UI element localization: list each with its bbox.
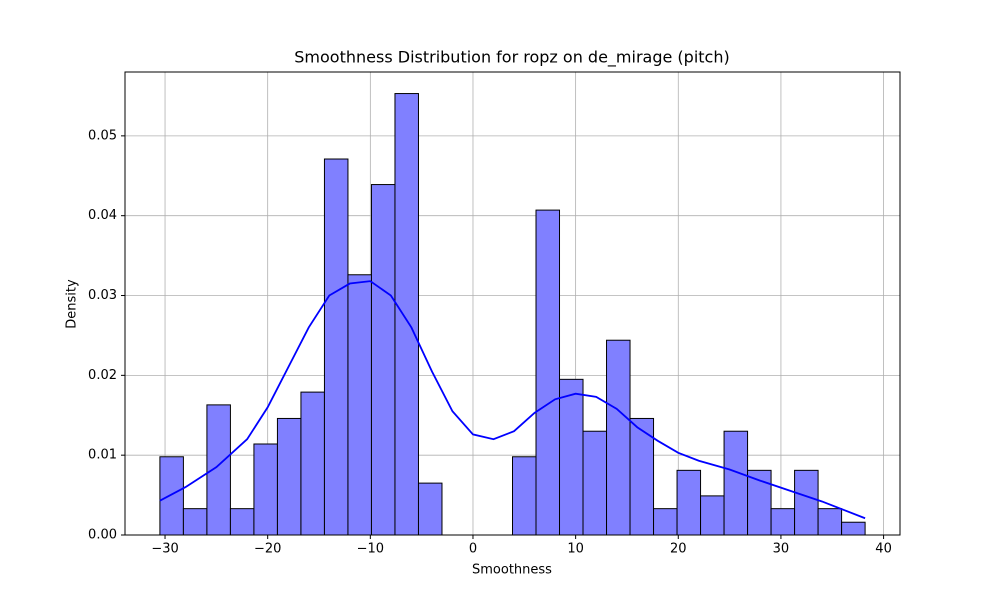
chart-title: Smoothness Distribution for ropz on de_m… [294,48,729,68]
histogram-bar [606,339,631,536]
histogram-bar [417,482,443,536]
histogram-bar [817,508,843,536]
kde-line [159,280,866,520]
histogram-bar [300,391,325,536]
histogram-bar [653,508,678,536]
x-tick-label: 20 [670,542,687,557]
histogram-bar [770,508,796,536]
y-tick-label: 0.03 [88,288,117,303]
histogram-bar [535,209,561,536]
x-tick-label: −10 [357,542,384,557]
histogram-bar [229,508,255,536]
plot-frame [124,71,901,536]
x-tick-label: 10 [567,542,584,557]
histogram-bar [370,184,396,536]
x-tick-label: 0 [469,542,477,557]
x-tick-label: 30 [773,542,790,557]
histogram-bar [794,469,819,536]
x-tick-label: −20 [254,542,281,557]
y-tick-label: 0.05 [88,128,117,143]
x-axis-label: Smoothness [472,563,552,578]
histogram-bar [159,456,184,536]
histogram-bar [276,417,302,536]
x-tick-label: 40 [875,542,892,557]
histogram-bar [676,469,702,536]
histogram-bar [253,443,278,536]
histogram-bar [512,456,537,536]
histogram-bar [347,274,372,536]
y-axis-label: Density [65,279,80,329]
histogram-bar [559,378,584,536]
y-tick-label: 0.00 [88,528,117,543]
x-tick-label: −30 [151,542,178,557]
histogram-bar [582,430,608,536]
histogram-bar [182,508,208,536]
histogram-bar [723,430,749,536]
y-tick-label: 0.04 [88,208,117,223]
histogram-bar [394,93,419,536]
y-tick-label: 0.01 [88,448,117,463]
histogram-bar [700,495,725,536]
histogram-bar [323,158,349,536]
histogram-bar [841,521,866,536]
y-tick-label: 0.02 [88,368,117,383]
